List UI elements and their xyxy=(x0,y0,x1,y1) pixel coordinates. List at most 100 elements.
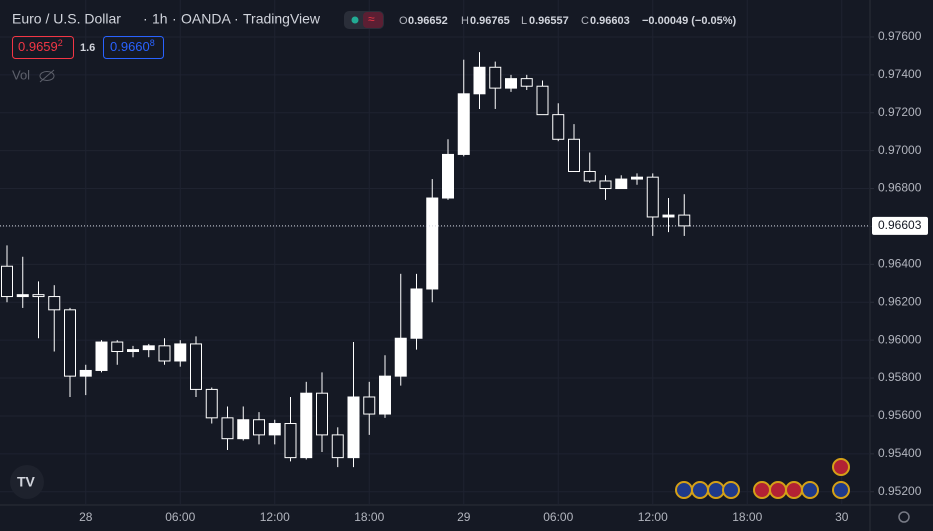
y-tick-label: 0.95400 xyxy=(878,446,922,460)
candle-body xyxy=(205,388,218,419)
candle-body xyxy=(142,345,155,351)
ask-main: 0.9660 xyxy=(110,39,150,54)
candle-body xyxy=(158,345,171,362)
candle-body xyxy=(331,434,344,459)
grid xyxy=(0,0,870,505)
y-tick-label: 0.96800 xyxy=(878,181,922,195)
y-tick-label: 0.97400 xyxy=(878,67,922,81)
candle-body xyxy=(253,419,265,436)
candle-body xyxy=(300,392,313,459)
candle-body xyxy=(568,138,580,172)
candle-body xyxy=(379,375,391,415)
candle-body xyxy=(489,66,502,89)
bid-box[interactable] xyxy=(12,36,74,59)
bid: 0.96592 xyxy=(18,38,63,54)
y-tick-label: 0.97000 xyxy=(878,143,922,157)
candle-body xyxy=(1,265,13,298)
candle-body xyxy=(394,337,407,377)
bid-main: 0.9659 xyxy=(18,39,58,54)
candles xyxy=(1,52,691,468)
ask: 0.96608 xyxy=(110,38,155,54)
candle-body xyxy=(631,176,643,180)
candle-body xyxy=(505,78,517,89)
x-tick-label: 12:00 xyxy=(260,510,290,524)
symbol[interactable]: Euro / U.S. Dollar xyxy=(12,11,121,27)
y-tick-label: 0.97200 xyxy=(878,105,922,119)
ask-box[interactable] xyxy=(103,36,164,59)
candle-body xyxy=(347,396,360,459)
candle-body xyxy=(221,417,234,440)
platform: TradingView xyxy=(243,11,321,27)
volume-label: Vol xyxy=(12,67,30,82)
close: 0.96603 xyxy=(590,15,630,27)
interval[interactable]: 1h xyxy=(152,11,168,27)
candle-body xyxy=(442,153,454,199)
candle-body xyxy=(32,294,45,298)
candle-body xyxy=(95,341,108,371)
candle-body xyxy=(552,114,565,140)
candle-body xyxy=(79,369,92,377)
x-tick-label: 28 xyxy=(79,510,93,524)
settings-icon[interactable] xyxy=(898,511,910,523)
sep: · xyxy=(143,11,148,27)
candle-body xyxy=(284,423,297,459)
low: 0.96557 xyxy=(529,15,569,27)
last-price-box xyxy=(872,216,928,235)
candle-body xyxy=(615,178,628,190)
y-tick-label: 0.96200 xyxy=(878,294,922,308)
candle-body xyxy=(268,423,281,436)
y-tick-label: 0.95200 xyxy=(878,484,922,498)
y-tick-label: 0.96000 xyxy=(878,332,922,346)
candle-body xyxy=(536,85,549,116)
candle-body xyxy=(363,396,376,415)
open: 0.96652 xyxy=(408,15,448,27)
logo: TV xyxy=(17,474,36,490)
x-tick-label: 12:00 xyxy=(638,510,668,524)
change: −0.00049 (−0.05%) xyxy=(642,15,737,27)
spread: 1.6 xyxy=(80,42,95,54)
y-tick-label: 0.97600 xyxy=(878,29,922,43)
candle-body xyxy=(646,176,659,218)
y-tick-label: 0.96400 xyxy=(878,257,922,271)
x-tick-label: 30 xyxy=(835,510,849,524)
candle-body xyxy=(473,66,486,95)
bid-pip: 2 xyxy=(58,38,63,48)
events[interactable] xyxy=(675,458,850,499)
candle-body xyxy=(237,419,250,440)
candle-body xyxy=(662,214,675,218)
candle-body xyxy=(426,197,439,290)
high: 0.96765 xyxy=(470,15,510,27)
delay-glyph: ≈ xyxy=(368,12,375,26)
candle-body xyxy=(64,309,76,377)
x-tick-label: 29 xyxy=(457,510,471,524)
x-tick-label: 06:00 xyxy=(165,510,195,524)
source: OANDA xyxy=(181,11,231,27)
delay-icon xyxy=(363,12,383,28)
candle-body xyxy=(127,349,139,353)
y-tick-label: 0.95800 xyxy=(878,370,922,384)
x-tick-label: 18:00 xyxy=(732,510,762,524)
candle-body xyxy=(16,294,29,298)
candle-body xyxy=(174,343,187,362)
candle-body xyxy=(111,341,124,353)
ask-pip: 8 xyxy=(150,38,155,48)
candle-body xyxy=(316,392,328,436)
y-tick-label: 0.95600 xyxy=(878,408,922,422)
c-label: C xyxy=(581,15,589,27)
hide-icon[interactable] xyxy=(39,69,55,83)
last-price-label: 0.96603 xyxy=(878,218,922,232)
l-label: L xyxy=(521,15,527,27)
market-open-icon xyxy=(351,16,359,24)
logo-bg[interactable] xyxy=(10,465,44,499)
o-label: O xyxy=(399,15,408,27)
candle-body xyxy=(410,288,423,339)
candle-body xyxy=(48,296,61,311)
sep: · xyxy=(234,11,239,27)
x-tick-label: 06:00 xyxy=(543,510,573,524)
h-label: H xyxy=(461,15,469,27)
x-tick-label: 18:00 xyxy=(354,510,384,524)
candle-body xyxy=(520,78,533,87)
